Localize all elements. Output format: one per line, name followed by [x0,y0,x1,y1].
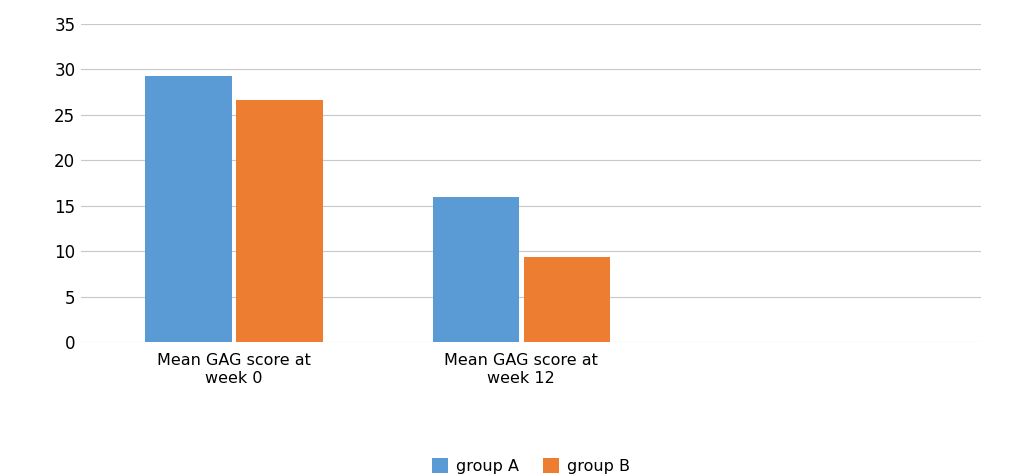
Bar [237,100,323,342]
Legend: group A, group B: group A, group B [426,452,636,475]
Bar [146,76,232,342]
Bar [433,197,519,342]
Bar [524,257,610,342]
